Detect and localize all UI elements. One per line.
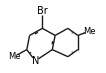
Text: Me: Me (8, 52, 20, 61)
Text: N: N (32, 56, 39, 66)
Text: Me: Me (83, 27, 95, 36)
Text: Br: Br (37, 6, 48, 16)
